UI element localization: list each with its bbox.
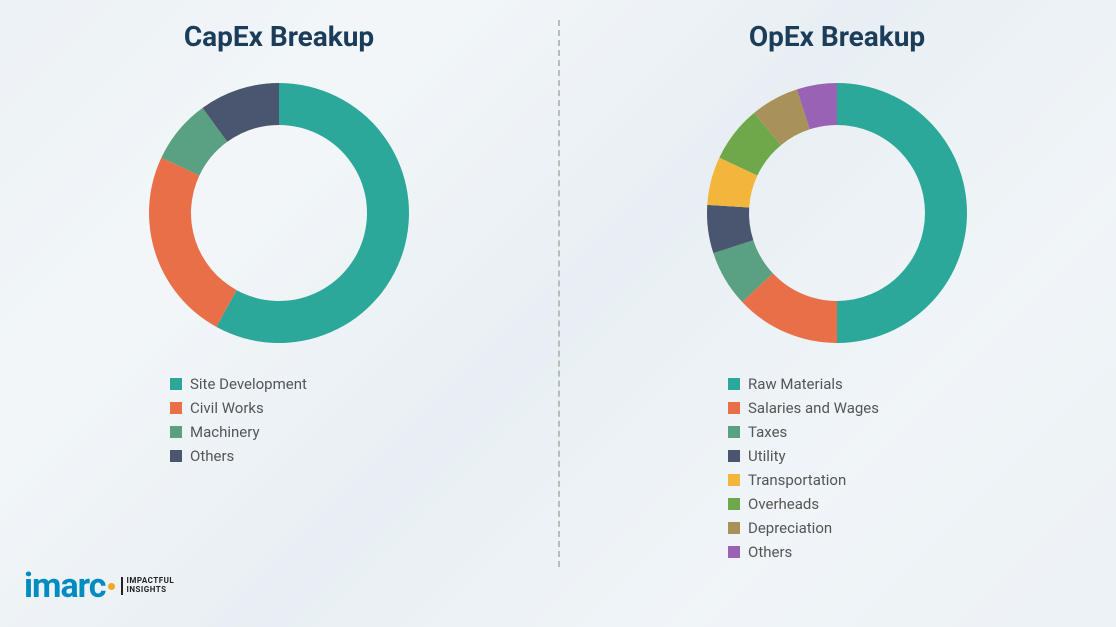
charts-container: CapEx Breakup Site Development Civil Work… [0, 0, 1116, 627]
legend-swatch [728, 378, 740, 390]
capex-donut [129, 63, 429, 363]
legend-label: Civil Works [190, 399, 264, 417]
brand-logo: imarc IMPACTFUL INSIGHTS [24, 569, 174, 603]
opex-legend-item: Raw Materials [728, 375, 879, 393]
opex-legend: Raw Materials Salaries and Wages Taxes Util… [728, 375, 879, 561]
capex-legend-item: Civil Works [170, 399, 307, 417]
opex-legend-item: Transportation [728, 471, 879, 489]
legend-label: Salaries and Wages [748, 399, 879, 417]
capex-legend-item: Machinery [170, 423, 307, 441]
legend-label: Depreciation [748, 519, 832, 537]
logo-text: imarc [24, 566, 106, 606]
opex-legend-item: Utility [728, 447, 879, 465]
legend-label: Others [190, 447, 234, 465]
logo-wordmark: imarc [24, 569, 115, 603]
opex-legend-item: Others [728, 543, 879, 561]
legend-swatch [728, 498, 740, 510]
legend-swatch [170, 402, 182, 414]
opex-donut [687, 63, 987, 363]
opex-legend-item: Depreciation [728, 519, 879, 537]
legend-label: Transportation [748, 471, 846, 489]
opex-legend-item: Overheads [728, 495, 879, 513]
capex-legend-item: Site Development [170, 375, 307, 393]
capex-title: CapEx Breakup [184, 20, 374, 53]
capex-slice [149, 158, 237, 327]
opex-slice [837, 83, 967, 343]
opex-title: OpEx Breakup [749, 20, 925, 53]
legend-swatch [728, 522, 740, 534]
capex-legend: Site Development Civil Works Machinery Othe… [170, 375, 307, 465]
legend-swatch [728, 402, 740, 414]
panel-divider [558, 20, 560, 567]
legend-label: Overheads [748, 495, 819, 513]
opex-legend-item: Taxes [728, 423, 879, 441]
legend-swatch [170, 426, 182, 438]
legend-label: Raw Materials [748, 375, 843, 393]
legend-swatch [170, 450, 182, 462]
opex-legend-item: Salaries and Wages [728, 399, 879, 417]
logo-tagline-line2: INSIGHTS [127, 585, 167, 594]
capex-legend-item: Others [170, 447, 307, 465]
legend-swatch [728, 474, 740, 486]
legend-label: Utility [748, 447, 786, 465]
legend-label: Taxes [748, 423, 787, 441]
legend-swatch [170, 378, 182, 390]
opex-panel: OpEx Breakup Raw Materials Salaries and W… [558, 0, 1116, 627]
legend-label: Site Development [190, 375, 307, 393]
legend-swatch [728, 450, 740, 462]
capex-panel: CapEx Breakup Site Development Civil Work… [0, 0, 558, 627]
logo-tagline-line1: IMPACTFUL [127, 576, 175, 585]
logo-dot-icon [108, 583, 115, 590]
legend-swatch [728, 426, 740, 438]
legend-label: Others [748, 543, 792, 561]
legend-swatch [728, 546, 740, 558]
logo-tagline: IMPACTFUL INSIGHTS [121, 577, 175, 595]
legend-label: Machinery [190, 423, 260, 441]
